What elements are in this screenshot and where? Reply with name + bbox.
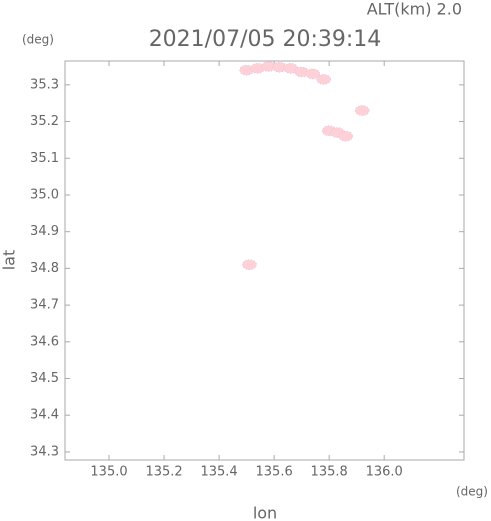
y-tick-label: 34.3 [30,444,59,459]
x-tick-label: 135.0 [90,465,127,480]
chart-title: 2021/07/05 20:39:14 [149,27,382,52]
y-tick-label: 35.3 [30,77,59,92]
plot-frame [64,60,465,461]
x-tick-label: 135.4 [200,465,237,480]
x-tick-label: 136.0 [366,465,403,480]
x-axis-label: lon [253,504,277,521]
y-tick-label: 34.6 [30,334,59,349]
x-tick-label: 135.2 [145,465,182,480]
y-tick-label: 34.4 [30,408,59,423]
echo-point [242,259,257,271]
echo-point [305,68,320,80]
y-axis-label: lat [0,250,19,271]
y-unit: (deg) [22,33,54,47]
y-tick-label: 35.2 [30,114,59,129]
x-tick-label: 135.8 [311,465,348,480]
y-tick-label: 35.1 [30,151,59,166]
y-tick-label: 35.0 [30,187,59,202]
x-unit: (deg) [456,485,488,499]
y-tick-label: 34.9 [30,224,59,239]
y-tick-label: 34.5 [30,371,59,386]
chart-subtitle: ALT(km) 2.0 [367,0,462,19]
echo-point [354,105,370,116]
echo-point [316,74,331,85]
y-tick-label: 34.7 [30,298,59,313]
echo-point [338,130,353,142]
y-tick-label: 34.8 [30,261,59,276]
x-tick-label: 135.6 [256,465,293,480]
